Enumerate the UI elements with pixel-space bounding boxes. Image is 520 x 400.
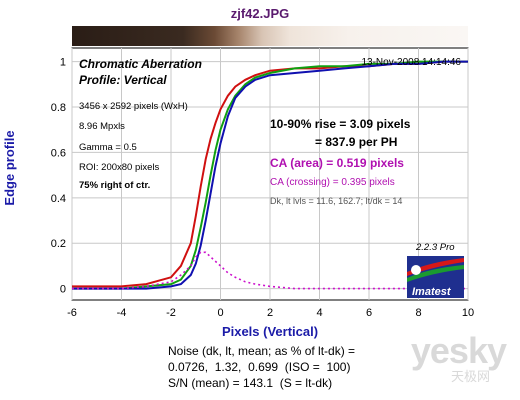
- x-tick-label: -6: [67, 307, 77, 319]
- x-tick-label: 2: [267, 307, 273, 319]
- x-tick-label: -2: [166, 307, 176, 319]
- y-tick-label: 0.8: [51, 102, 66, 114]
- series-line-3: [72, 251, 468, 290]
- ca-area-text: CA (area) = 0.519 pixels: [270, 156, 404, 170]
- roi-text: ROI: 200x80 pixels: [79, 162, 160, 173]
- position-text: 75% right of ctr.: [79, 180, 150, 191]
- watermark-sub: 天极网: [450, 369, 490, 384]
- x-tick-label: 0: [217, 307, 223, 319]
- x-tick-label: 6: [366, 307, 372, 319]
- x-tick-label: 10: [462, 307, 474, 319]
- x-tick-label: -4: [117, 307, 127, 319]
- imatest-logo: Imatest: [407, 256, 464, 298]
- x-axis-label: Pixels (Vertical): [221, 324, 319, 339]
- chart-title: Chromatic Aberration: [79, 57, 202, 71]
- series-line-1: [72, 60, 468, 290]
- series-layer: [72, 60, 468, 290]
- file-title: zjf42.JPG: [230, 6, 290, 21]
- chart-subtitle: Profile: Vertical: [79, 73, 167, 87]
- noise-line-3: S/N (mean) = 143.1 (S = lt-dk): [168, 376, 333, 390]
- grid-lines: [71, 48, 469, 300]
- series-line-2: [72, 60, 468, 290]
- y-tick-label: 0.4: [51, 193, 66, 205]
- mpixels-text: 8.96 Mpxls: [79, 121, 125, 132]
- levels-text: Dk, lt lvls = 11.6, 162.7; lt/dk = 14: [270, 196, 402, 206]
- version-text: 2.2.3 Pro: [415, 242, 455, 253]
- edge-gradient-strip: [72, 26, 468, 46]
- y-axis-label: Edge profile: [2, 130, 17, 206]
- x-tick-label: 4: [316, 307, 322, 319]
- rise-text: 10-90% rise = 3.09 pixels: [270, 117, 411, 131]
- logo-text: Imatest: [412, 286, 452, 298]
- timestamp: 13-Nov-2008 14:14:46: [361, 57, 461, 68]
- y-tick-label: 1: [60, 57, 66, 69]
- noise-line-1: Noise (dk, lt, mean; as % of lt-dk) =: [168, 344, 356, 358]
- gamma-text: Gamma = 0.5: [79, 142, 137, 153]
- image-size-text: 3456 x 2592 pixels (WxH): [79, 101, 188, 112]
- watermark-logo: yesky: [410, 330, 507, 371]
- y-tick-label: 0.6: [51, 147, 66, 159]
- y-tick-label: 0: [60, 284, 66, 296]
- y-tick-label: 0.2: [51, 238, 66, 250]
- tick-labels: -6 -4 -2 0 2 4 6 8 10 0 0.2 0.4 0.6 0.8 1: [51, 57, 474, 319]
- rise-per-ph-text: = 837.9 per PH: [315, 135, 397, 149]
- x-tick-label: 8: [415, 307, 421, 319]
- ca-crossing-text: CA (crossing) = 0.395 pixels: [270, 177, 395, 188]
- noise-line-2: 0.0726, 1.32, 0.699 (ISO = 100): [168, 360, 351, 374]
